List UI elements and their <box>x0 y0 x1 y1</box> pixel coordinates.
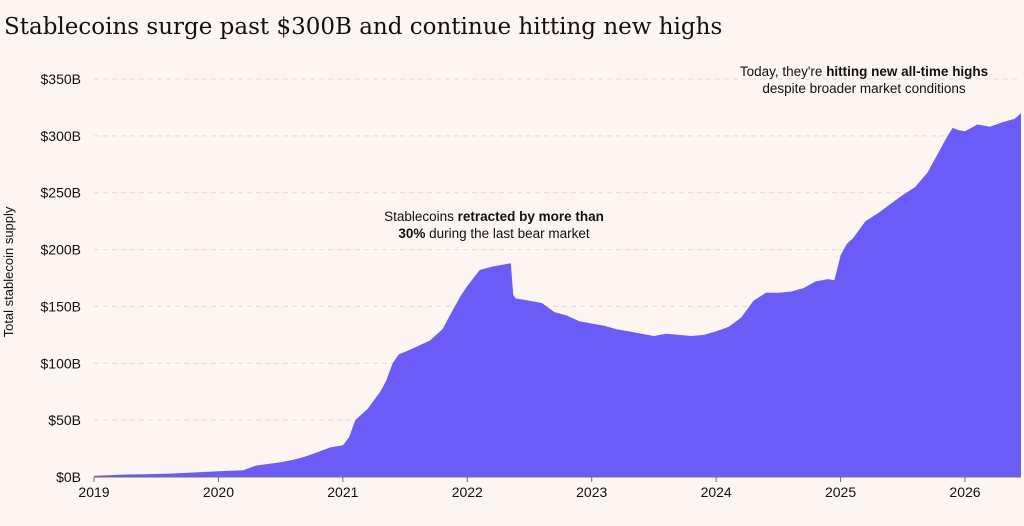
annotation-line: Today, they're hitting new all-time high… <box>740 64 988 79</box>
x-tick-label: 2026 <box>949 484 980 500</box>
annotation-text: Stablecoins <box>384 209 458 224</box>
supply-area <box>94 113 1021 477</box>
y-tick-label: $0B <box>56 469 81 485</box>
x-tick-label: 2019 <box>78 484 109 500</box>
x-tick-label: 2025 <box>825 484 856 500</box>
annotation-bold-text: 30% <box>398 226 425 241</box>
y-tick-label: $300B <box>41 128 81 144</box>
y-tick-label: $350B <box>41 71 81 87</box>
y-tick-label: $200B <box>41 242 81 258</box>
annotations: Stablecoins retracted by more than 30% du… <box>384 64 988 241</box>
chart-title: Stablecoins surge past $300B and continu… <box>4 14 723 40</box>
x-axis-ticks: 2019 2020 2021 2022 2023 2024 2025 2026 <box>78 477 981 500</box>
x-tick-label: 2022 <box>452 484 483 500</box>
annotation-line: 30% during the last bear market <box>398 226 590 241</box>
y-tick-label: $250B <box>41 185 81 201</box>
annotation-all-time-highs: Today, they're hitting new all-time high… <box>740 64 988 96</box>
annotation-line: despite broader market conditions <box>762 81 966 96</box>
x-tick-label: 2024 <box>701 484 732 500</box>
y-tick-label: $150B <box>41 298 81 314</box>
x-tick-label: 2023 <box>576 484 607 500</box>
y-axis-label: Total stablecoin supply <box>1 206 16 337</box>
y-axis-ticks: $0B $50B $100B $150B $200B $250B $300B $350B <box>41 71 81 485</box>
area-series <box>94 113 1021 477</box>
annotation-bold-text: hitting new all-time highs <box>826 64 988 79</box>
annotation-line: Stablecoins retracted by more than <box>384 209 604 224</box>
annotation-retracted: Stablecoins retracted by more than 30% du… <box>384 209 604 241</box>
annotation-bold-text: retracted by more than <box>458 209 604 224</box>
y-tick-label: $50B <box>48 412 81 428</box>
annotation-text: despite broader market conditions <box>762 81 966 96</box>
x-tick-label: 2021 <box>327 484 358 500</box>
x-tick-label: 2020 <box>203 484 234 500</box>
annotation-text: Today, they're <box>740 64 826 79</box>
annotation-text: during the last bear market <box>425 226 590 241</box>
y-tick-label: $100B <box>41 355 81 371</box>
